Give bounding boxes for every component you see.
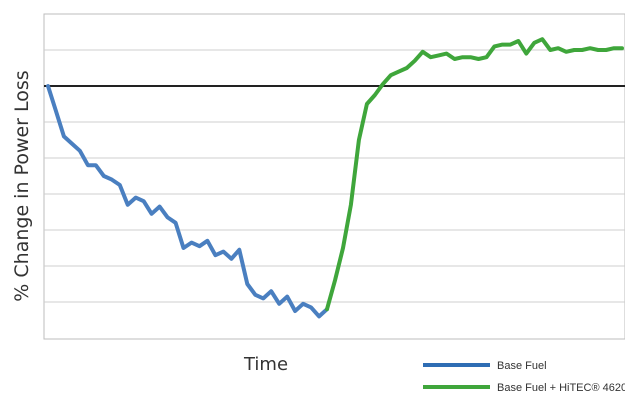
legend-label-base-fuel-hitec: Base Fuel + HiTEC® 46200 — [497, 382, 625, 394]
grid-lines — [44, 49, 625, 303]
series-group — [46, 37, 624, 319]
legend: Base Fuel Base Fuel + HiTEC® 46200 — [423, 360, 625, 394]
x-axis-label: Time — [243, 354, 288, 375]
series-line-1 — [325, 37, 624, 312]
y-axis-label: % Change in Power Loss — [11, 70, 33, 301]
legend-label-base-fuel: Base Fuel — [497, 360, 547, 372]
series-line-0 — [46, 84, 329, 319]
plot-frame — [43, 13, 625, 340]
